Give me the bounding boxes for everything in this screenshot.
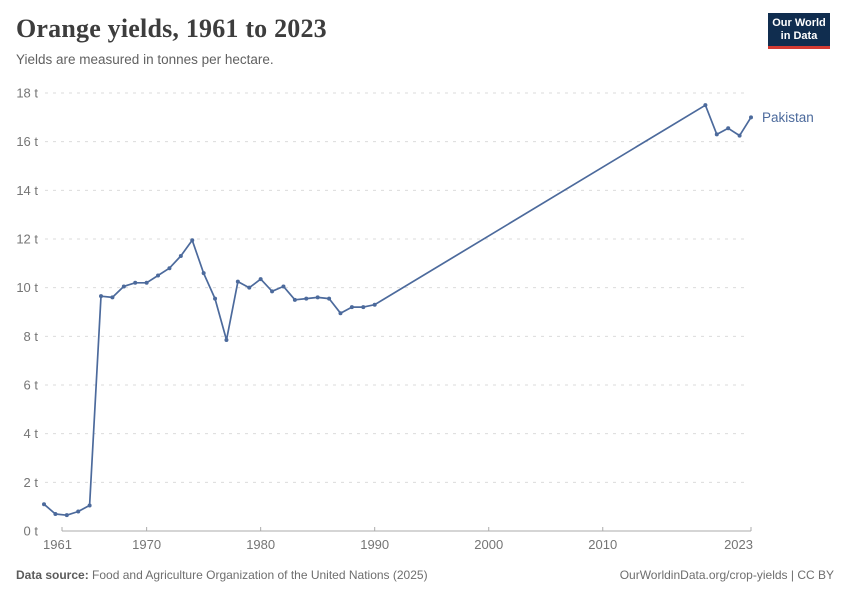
data-point-marker[interactable]	[156, 273, 161, 278]
y-tick-label: 16 t	[16, 134, 38, 149]
data-point-marker[interactable]	[53, 511, 58, 516]
data-point-marker[interactable]	[110, 295, 115, 300]
data-point-marker[interactable]	[281, 284, 286, 289]
data-point-marker[interactable]	[327, 296, 332, 301]
x-tick-label: 1970	[132, 537, 161, 552]
owid-logo-line2: in Data	[780, 30, 818, 42]
data-point-marker[interactable]	[270, 289, 275, 294]
data-source-note: Data source: Food and Agriculture Organi…	[16, 568, 428, 582]
data-line[interactable]	[43, 104, 752, 517]
data-point-marker[interactable]	[87, 503, 92, 508]
data-point-marker[interactable]	[144, 280, 149, 285]
chart-subtitle: Yields are measured in tonnes per hectar…	[16, 52, 274, 67]
data-point-marker[interactable]	[167, 266, 172, 271]
data-point-marker[interactable]	[349, 305, 354, 310]
data-point-marker[interactable]	[224, 337, 229, 342]
owid-logo[interactable]: Our World in Data	[768, 13, 830, 49]
chart-footer: Data source: Food and Agriculture Organi…	[16, 568, 834, 582]
data-point-marker[interactable]	[121, 284, 126, 289]
data-point-marker[interactable]	[213, 296, 218, 301]
data-point-marker[interactable]	[258, 277, 263, 282]
y-tick-label: 10 t	[16, 280, 38, 295]
data-source-label: Data source:	[16, 568, 89, 582]
data-point-marker[interactable]	[64, 513, 69, 518]
y-tick-label: 12 t	[16, 232, 38, 247]
data-point-marker[interactable]	[247, 285, 252, 290]
data-point-marker[interactable]	[235, 279, 240, 284]
x-tick-label: 1980	[246, 537, 275, 552]
data-point-marker[interactable]	[361, 305, 366, 310]
data-point-marker[interactable]	[304, 296, 309, 301]
data-point-marker[interactable]	[99, 294, 104, 299]
owid-logo-line1: Our World	[772, 17, 826, 29]
data-point-marker[interactable]	[338, 311, 343, 316]
data-point-marker[interactable]	[749, 115, 753, 120]
y-tick-label: 0 t	[24, 524, 39, 539]
data-point-marker[interactable]	[201, 271, 206, 276]
x-tick-label: 2010	[588, 537, 617, 552]
x-tick-label: 2023	[724, 537, 753, 552]
credit-link[interactable]: OurWorldinData.org/crop-yields | CC BY	[619, 568, 834, 582]
data-point-marker[interactable]	[133, 280, 138, 285]
y-tick-label: 2 t	[24, 475, 39, 490]
data-point-marker[interactable]	[42, 502, 46, 507]
y-tick-label: 4 t	[24, 426, 39, 441]
data-source-text: Food and Agriculture Organization of the…	[88, 568, 428, 582]
data-point-marker[interactable]	[726, 126, 731, 131]
entity-label[interactable]: Pakistan	[762, 110, 814, 125]
y-tick-label: 18 t	[16, 86, 38, 101]
data-point-marker[interactable]	[292, 297, 297, 302]
data-point-marker[interactable]	[190, 238, 195, 243]
chart-title: Orange yields, 1961 to 2023	[16, 14, 327, 43]
data-point-marker[interactable]	[178, 254, 183, 259]
x-tick-label: 1990	[360, 537, 389, 552]
data-point-marker[interactable]	[372, 302, 377, 307]
data-point-marker[interactable]	[714, 132, 719, 137]
x-tick-label: 1961	[43, 537, 72, 552]
data-point-marker[interactable]	[315, 295, 320, 300]
data-point-marker[interactable]	[76, 509, 81, 514]
y-tick-label: 14 t	[16, 183, 38, 198]
y-tick-label: 6 t	[24, 378, 39, 393]
data-point-marker[interactable]	[737, 133, 742, 138]
y-tick-label: 8 t	[24, 329, 39, 344]
data-point-marker[interactable]	[703, 103, 708, 108]
x-tick-label: 2000	[474, 537, 503, 552]
